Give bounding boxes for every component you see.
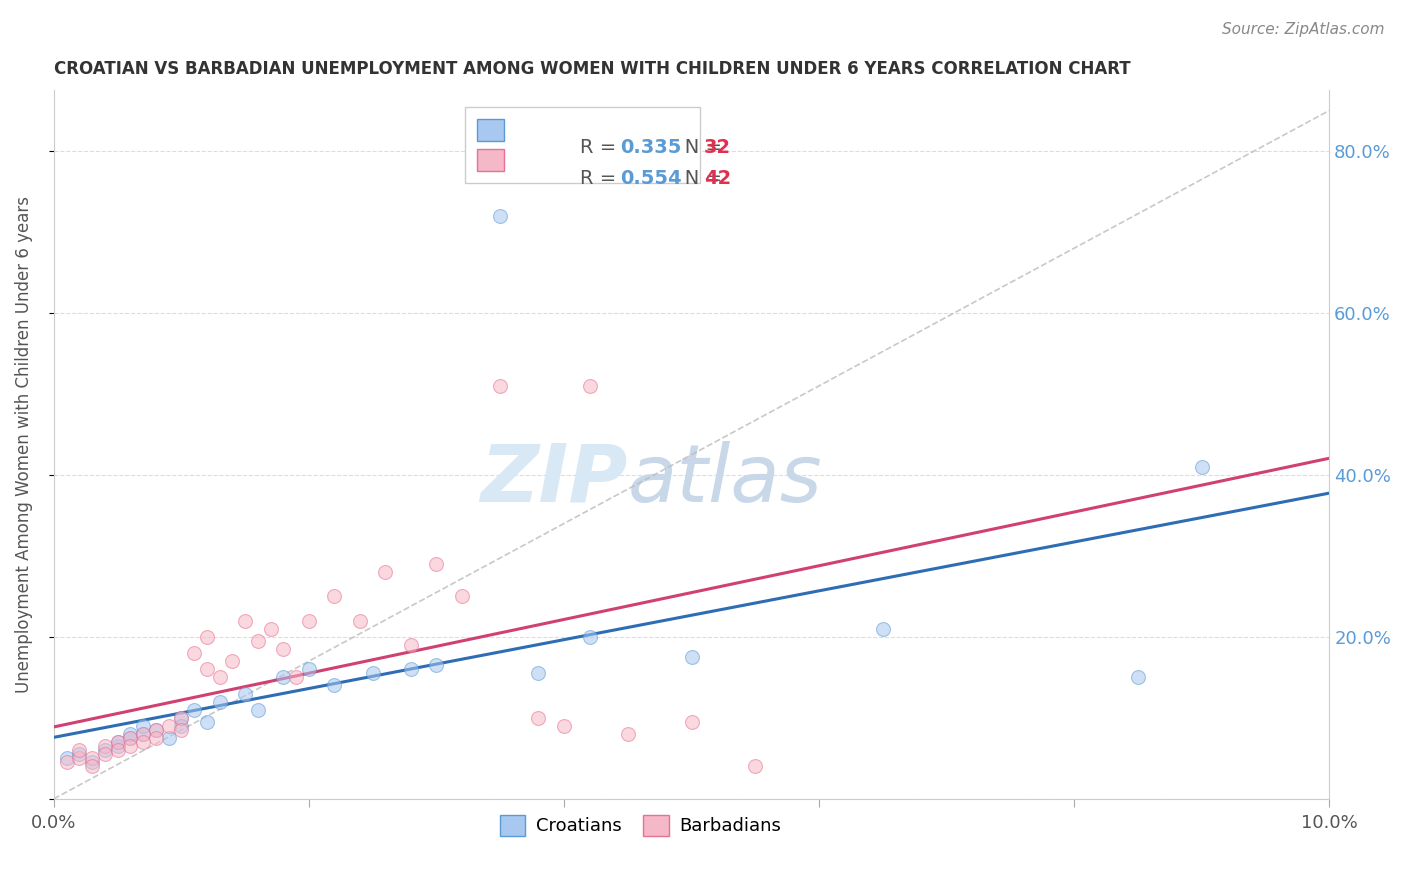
Point [107,735,129,749]
Point [67,743,90,757]
Point [374,565,396,579]
Point [489,379,512,393]
Point [489,209,512,223]
Point [323,678,346,692]
Point [681,714,703,729]
Point [120,727,142,741]
Point [273,642,295,657]
Point [94,743,117,757]
Point [553,719,575,733]
Point [233,687,256,701]
Point [246,703,269,717]
Point [82,751,104,765]
Point [67,747,90,762]
Point [170,723,193,737]
Point [260,622,283,636]
Point [55,756,77,770]
Point [527,711,550,725]
Point [361,666,384,681]
Point [323,590,346,604]
Point [67,751,90,765]
Point [157,731,180,745]
Point [55,751,77,765]
Point [183,646,205,660]
Point [744,759,766,773]
Point [1191,459,1213,474]
Point [82,759,104,773]
Point [233,614,256,628]
Legend: Croatians, Barbadians: Croatians, Barbadians [492,807,789,843]
Point [616,727,638,741]
Point [425,557,447,571]
Point [170,711,193,725]
Text: N =: N = [666,169,728,188]
Text: 0.335: 0.335 [620,138,681,158]
Point [451,590,474,604]
Point [94,747,117,762]
Point [273,670,295,684]
Point [145,731,167,745]
Point [221,654,243,668]
Text: 42: 42 [704,169,731,188]
Point [145,723,167,737]
Point [132,719,155,733]
Point [132,727,155,741]
Point [208,670,231,684]
Text: 0.554: 0.554 [620,169,682,188]
Point [681,650,703,665]
Point [94,739,117,754]
Text: 32: 32 [704,138,731,158]
Y-axis label: Unemployment Among Women with Children Under 6 years: Unemployment Among Women with Children U… [15,196,32,693]
Point [107,739,129,754]
Point [298,614,321,628]
Point [183,703,205,717]
Text: ZIP: ZIP [481,441,627,519]
Point [425,658,447,673]
Text: atlas: atlas [627,441,823,519]
Point [298,662,321,676]
Point [107,743,129,757]
Text: R =: R = [581,169,623,188]
Point [132,727,155,741]
Point [132,735,155,749]
Point [82,756,104,770]
Point [107,735,129,749]
Point [157,719,180,733]
Point [1126,670,1149,684]
Point [170,719,193,733]
Point [208,695,231,709]
Point [578,379,600,393]
Point [285,670,308,684]
Point [120,739,142,754]
Point [195,714,218,729]
Point [527,666,550,681]
Point [120,731,142,745]
Text: Source: ZipAtlas.com: Source: ZipAtlas.com [1222,22,1385,37]
Point [120,731,142,745]
Point [399,662,422,676]
Point [246,634,269,648]
Point [349,614,371,628]
Point [872,622,894,636]
Point [578,630,600,644]
Text: R =: R = [581,138,623,158]
Point [195,662,218,676]
Text: CROATIAN VS BARBADIAN UNEMPLOYMENT AMONG WOMEN WITH CHILDREN UNDER 6 YEARS CORRE: CROATIAN VS BARBADIAN UNEMPLOYMENT AMONG… [53,60,1130,78]
Point [145,723,167,737]
Point [170,711,193,725]
Point [399,638,422,652]
Text: N =: N = [666,138,728,158]
Point [195,630,218,644]
